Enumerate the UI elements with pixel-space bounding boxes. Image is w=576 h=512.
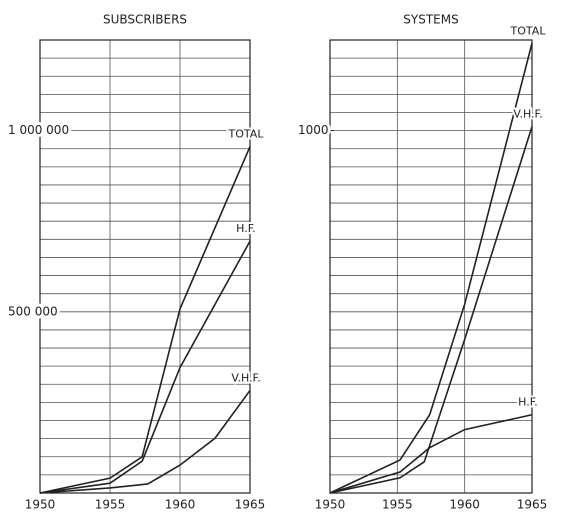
x-tick-label: 1955 [95,498,126,512]
series-line [329,413,533,494]
series-line [329,126,533,494]
chart-title: SYSTEMS [403,13,458,27]
plot-frame [329,39,533,494]
x-tick-label: 1955 [382,498,413,512]
x-tick-label: 1965 [235,498,266,512]
x-tick-label: 1960 [165,498,196,512]
series-label: H.F. [518,396,538,409]
series-line [39,146,251,494]
series-line [39,389,251,494]
y-tick-label: 500 000 [8,304,58,318]
x-tick-label: 1950 [25,498,56,512]
y-tick-label: 1000 [298,123,329,137]
plot-frame [39,39,251,494]
series-label: TOTAL [228,128,265,141]
series-label: V.H.F. [231,371,260,384]
series-line [39,240,251,494]
x-tick-label: 1960 [449,498,480,512]
chart-title: SUBSCRIBERS [103,13,187,27]
x-tick-label: 1965 [517,498,548,512]
series-line [329,43,533,494]
x-tick-label: 1950 [315,498,346,512]
series-label: H.F. [236,222,256,235]
series-label: TOTAL [510,24,547,37]
y-tick-label: 1 000 000 [8,123,69,137]
series-label: V.H.F. [513,108,542,121]
